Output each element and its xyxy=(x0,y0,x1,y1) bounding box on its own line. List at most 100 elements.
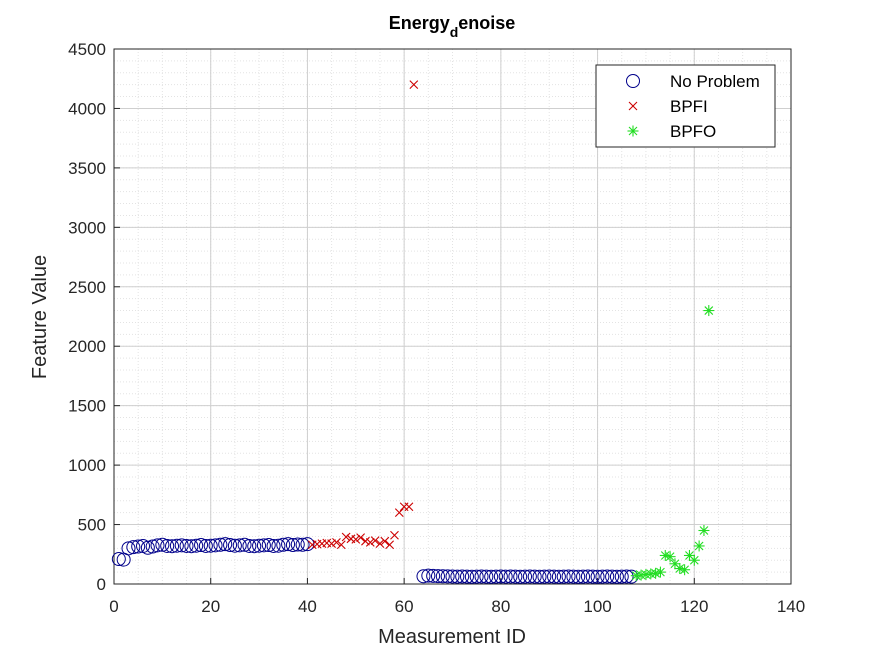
data-point xyxy=(542,569,557,584)
asterisk-stroke xyxy=(680,565,690,575)
data-point xyxy=(609,569,624,584)
data-point xyxy=(227,538,242,553)
data-point xyxy=(698,525,710,536)
y-tick-label: 1000 xyxy=(68,456,106,475)
data-point xyxy=(469,569,484,584)
data-point xyxy=(332,538,341,547)
legend-marker xyxy=(626,74,640,88)
x-mark-stroke xyxy=(394,508,404,518)
chart-title-main: Energy xyxy=(389,13,450,33)
y-tick-label: 0 xyxy=(97,575,106,594)
asterisk-stroke xyxy=(628,126,638,136)
asterisk-stroke xyxy=(685,551,694,560)
data-point xyxy=(189,538,204,553)
data-point xyxy=(111,552,126,567)
data-point xyxy=(145,539,160,554)
data-point xyxy=(394,508,404,518)
x-mark-stroke xyxy=(346,534,356,544)
data-point xyxy=(566,569,581,584)
data-point xyxy=(522,569,537,584)
data-point xyxy=(547,569,562,584)
data-point xyxy=(693,540,705,552)
asterisk-stroke xyxy=(689,555,699,565)
asterisk-stroke xyxy=(675,564,685,573)
data-point xyxy=(194,538,209,553)
asterisk-stroke xyxy=(660,551,670,560)
data-point xyxy=(155,537,170,552)
data-point xyxy=(600,569,615,584)
data-point xyxy=(281,537,296,552)
data-point xyxy=(247,539,262,554)
data-point xyxy=(556,569,571,584)
legend: No Problem BPFI BPFO xyxy=(595,64,776,148)
data-point xyxy=(605,569,620,584)
data-point xyxy=(121,541,136,556)
data-point xyxy=(266,538,281,553)
y-tick-label: 2500 xyxy=(68,278,106,297)
data-point xyxy=(430,569,445,584)
data-point xyxy=(184,539,199,554)
legend-box xyxy=(595,64,776,148)
data-point xyxy=(179,538,194,553)
x-tick-label: 60 xyxy=(395,597,414,616)
data-point xyxy=(590,569,605,584)
data-point xyxy=(630,570,642,582)
y-tick-label: 4000 xyxy=(68,99,106,118)
data-point xyxy=(160,538,175,553)
chart-title: Energydenoise xyxy=(389,13,516,40)
data-point xyxy=(252,538,267,553)
series-bpfo xyxy=(630,305,715,582)
x-mark-stroke xyxy=(361,536,370,546)
y-tick-label: 2000 xyxy=(68,337,106,356)
data-point xyxy=(150,538,165,553)
data-point xyxy=(561,569,576,584)
data-point xyxy=(295,537,310,552)
data-point xyxy=(688,554,700,566)
data-point xyxy=(479,569,494,584)
data-point xyxy=(351,535,361,544)
data-point xyxy=(450,569,465,584)
data-point xyxy=(232,538,247,553)
data-point xyxy=(409,80,419,90)
legend-marker xyxy=(627,125,639,137)
data-point xyxy=(276,537,291,552)
data-points xyxy=(111,80,715,584)
data-point xyxy=(614,569,629,584)
asterisk-stroke xyxy=(694,541,704,551)
x-mark-stroke xyxy=(365,538,375,547)
x-mark-stroke xyxy=(409,80,419,90)
data-point xyxy=(576,569,591,584)
x-mark-stroke xyxy=(336,540,346,550)
data-point xyxy=(242,538,257,553)
data-point xyxy=(285,538,300,553)
data-point xyxy=(380,536,390,546)
data-point xyxy=(356,533,366,543)
data-point xyxy=(435,569,450,584)
data-point xyxy=(619,569,634,584)
asterisk-stroke xyxy=(656,567,665,577)
data-point xyxy=(213,537,228,552)
data-point xyxy=(669,558,681,570)
data-point xyxy=(237,537,252,552)
data-point xyxy=(218,537,233,552)
x-mark-stroke xyxy=(351,535,361,544)
data-point xyxy=(290,537,305,552)
x-tick-label: 140 xyxy=(777,597,805,616)
asterisk-stroke xyxy=(665,552,675,562)
data-point xyxy=(595,569,610,584)
data-point xyxy=(498,569,513,584)
data-point xyxy=(703,305,715,317)
x-tick-label: 0 xyxy=(109,597,118,616)
data-point xyxy=(126,540,141,555)
x-mark-stroke xyxy=(341,532,351,542)
x-mark-stroke xyxy=(375,539,385,548)
y-axis-label: Feature Value xyxy=(29,255,51,379)
data-point xyxy=(664,551,676,563)
x-mark-stroke xyxy=(380,536,390,546)
data-point xyxy=(140,540,155,555)
data-point xyxy=(585,569,600,584)
asterisk-stroke xyxy=(699,526,709,535)
axis-ticks: 0 20 40 60 80 100 120 140 0 500 1000 1500 2000 2500 30… xyxy=(68,40,805,616)
